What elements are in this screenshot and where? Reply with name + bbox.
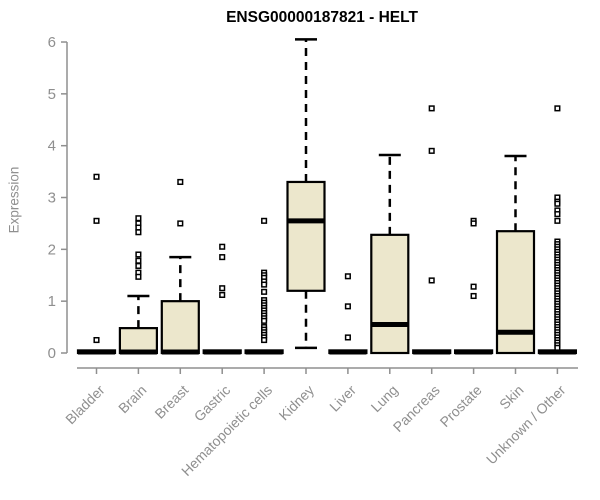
x-axis-label-lung: Lung bbox=[368, 382, 401, 415]
outlier-point bbox=[135, 251, 142, 258]
outlier-point bbox=[135, 229, 142, 236]
y-tick-label: 3 bbox=[48, 190, 56, 207]
outlier-point bbox=[261, 317, 268, 324]
chart-title: ENSG00000187821 - HELT bbox=[226, 9, 418, 26]
outlier-point bbox=[219, 285, 226, 292]
outlier-point bbox=[554, 211, 561, 218]
outlier-point bbox=[135, 224, 142, 231]
x-axis-label-brain: Brain bbox=[115, 382, 149, 416]
outlier-point bbox=[135, 257, 142, 264]
boxplot-bladder bbox=[76, 173, 117, 355]
outlier-point bbox=[135, 215, 142, 222]
y-tick-label: 0 bbox=[48, 345, 56, 362]
outlier-point bbox=[219, 291, 226, 299]
outlier-point bbox=[135, 262, 142, 269]
outlier-point bbox=[428, 147, 435, 154]
outlier-point bbox=[93, 336, 100, 344]
iqr-box bbox=[286, 180, 326, 292]
outlier-point bbox=[261, 217, 268, 224]
iqr-box bbox=[118, 327, 159, 355]
outlier-point bbox=[93, 217, 100, 224]
boxplot-kidney bbox=[286, 38, 326, 350]
x-axis-label-liver: Liver bbox=[326, 382, 359, 415]
boxplot-unknown-other bbox=[537, 105, 578, 355]
outlier-point bbox=[261, 288, 268, 295]
outlier-point bbox=[554, 344, 561, 351]
x-axis-label-unknown-other: Unknown / Other bbox=[483, 382, 569, 468]
y-tick-label: 6 bbox=[48, 34, 56, 51]
x-axis-label-prostate: Prostate bbox=[437, 382, 485, 430]
iqr-box bbox=[370, 233, 410, 355]
y-tick-label: 4 bbox=[48, 138, 56, 155]
outlier-point bbox=[344, 273, 351, 280]
outlier-point bbox=[470, 292, 477, 300]
outlier-point bbox=[554, 217, 561, 224]
outlier-point bbox=[554, 200, 561, 207]
y-tick-label: 2 bbox=[48, 241, 56, 258]
boxplot-lung bbox=[370, 153, 410, 355]
outlier-point bbox=[554, 105, 561, 112]
outlier-point bbox=[177, 178, 184, 186]
outlier-point bbox=[428, 105, 435, 112]
boxplot-pancreas bbox=[412, 105, 452, 355]
outlier-point bbox=[177, 220, 184, 227]
boxplot-gastric bbox=[202, 243, 242, 355]
iqr-box bbox=[160, 300, 200, 355]
outlier-point bbox=[344, 334, 351, 341]
x-axis-label-pancreas: Pancreas bbox=[390, 382, 443, 435]
boxplot-brain bbox=[118, 215, 159, 355]
boxplot-prostate bbox=[454, 217, 494, 355]
outlier-point bbox=[261, 281, 268, 288]
y-tick-label: 5 bbox=[48, 86, 56, 103]
boxplot-skin bbox=[495, 154, 536, 355]
outlier-point bbox=[428, 277, 435, 284]
outlier-point bbox=[219, 243, 226, 250]
y-tick-label: 1 bbox=[48, 293, 56, 310]
x-axis-label-kidney: Kidney bbox=[276, 382, 318, 424]
outlier-point bbox=[135, 273, 142, 280]
x-axis-label-bladder: Bladder bbox=[62, 382, 108, 428]
outlier-point bbox=[93, 173, 100, 180]
outlier-point bbox=[470, 283, 477, 290]
boxplot-liver bbox=[328, 273, 368, 355]
outlier-point bbox=[344, 303, 351, 310]
y-axis: 0 1 2 3 4 5 6 bbox=[48, 34, 68, 362]
outlier-point bbox=[470, 220, 477, 227]
outlier-point bbox=[261, 336, 268, 344]
outlier-point bbox=[219, 254, 226, 261]
x-axis-label-skin: Skin bbox=[496, 382, 527, 413]
boxplot-hematopoietic-cells bbox=[244, 217, 284, 355]
x-axis-label-breast: Breast bbox=[151, 382, 191, 422]
boxplot-breast bbox=[160, 178, 200, 355]
